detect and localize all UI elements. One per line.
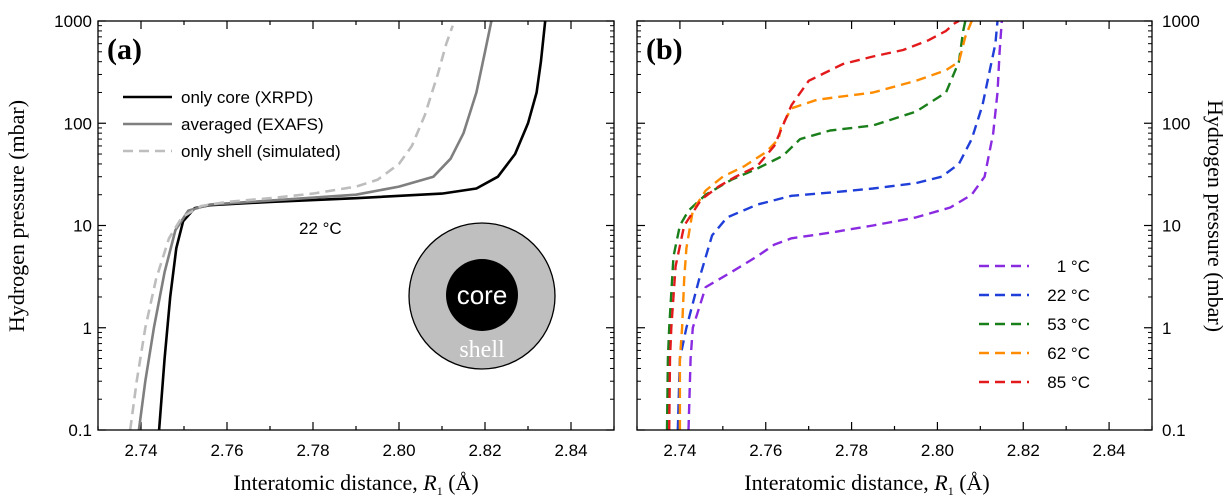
x-tick-label: 2.84	[1093, 441, 1126, 460]
legend-label-1c: 1 °C	[1057, 257, 1090, 276]
panel-b-label: (b)	[646, 33, 683, 66]
y-tick-label: 1	[1162, 319, 1171, 338]
series-line-1	[687, 20, 1003, 431]
series-line-2	[137, 20, 493, 431]
panel-a-ticks	[97, 20, 615, 431]
panel-b-legend: 1 °C 22 °C 53 °C 62 °C 85 °C	[979, 257, 1090, 392]
y-tick-label: 1000	[54, 12, 92, 31]
y-tick-label: 0.1	[68, 421, 92, 440]
panel-a-legend: only core (XRPD) averaged (EXAFS) only s…	[123, 88, 341, 161]
series-line-3	[665, 20, 967, 431]
legend-label-only-core: only core (XRPD)	[181, 88, 313, 107]
series-line-5	[668, 19, 960, 431]
xlabel-b: Interatomic distance, R1 (Å)	[744, 470, 989, 498]
x-tick-label: 2.84	[554, 441, 587, 460]
panel-b-frame	[636, 20, 1153, 431]
y-tick-label: 100	[1162, 114, 1190, 133]
x-tick-label: 2.74	[663, 441, 696, 460]
ylabel-a: Hydrogen pressure (mbar)	[4, 100, 29, 332]
y-tick-label: 1000	[1162, 12, 1200, 31]
legend-label-53c: 53 °C	[1047, 315, 1090, 334]
legend-label-averaged: averaged (EXAFS)	[181, 115, 324, 134]
x-tick-label: 2.74	[124, 441, 157, 460]
temperature-annotation: 22 °C	[299, 219, 342, 238]
legend-label-85c: 85 °C	[1047, 373, 1090, 392]
series-line-3	[128, 25, 454, 431]
panel-a-xtick-labels: 2.74 2.76 2.78 2.80 2.82 2.84	[124, 441, 587, 460]
panel-b: 2.74 2.76 2.78 2.80 2.82 2.84 0.1 1 10 100 1000 (…	[636, 12, 1200, 460]
series-line-1	[157, 20, 547, 431]
y-tick-label: 100	[64, 114, 92, 133]
core-label: core	[457, 280, 508, 310]
series-line-4	[678, 20, 973, 430]
x-tick-label: 2.80	[382, 441, 415, 460]
legend-label-22c: 22 °C	[1047, 286, 1090, 305]
panel-b-ytick-labels: 0.1 1 10 100 1000	[1162, 12, 1200, 440]
shell-label: shell	[459, 337, 505, 363]
x-tick-label: 2.78	[835, 441, 868, 460]
x-tick-label: 2.78	[296, 441, 329, 460]
legend-label-only-shell: only shell (simulated)	[181, 142, 341, 161]
core-circle	[446, 259, 518, 331]
xlabel-a: Interatomic distance, R1 (Å)	[233, 470, 478, 498]
panel-a-curves	[128, 20, 547, 431]
x-tick-label: 2.76	[749, 441, 782, 460]
panel-a-frame	[97, 20, 615, 431]
y-tick-label: 0.1	[1162, 421, 1186, 440]
x-tick-label: 2.82	[468, 441, 501, 460]
ylabel-b: Hydrogen pressure (mbar)	[1203, 100, 1223, 332]
panel-b-xtick-labels: 2.74 2.76 2.78 2.80 2.82 2.84	[663, 441, 1125, 460]
y-tick-label: 10	[73, 217, 92, 236]
legend-label-62c: 62 °C	[1047, 344, 1090, 363]
panel-a-label: (a)	[107, 33, 142, 66]
panel-b-ticks	[636, 20, 1153, 431]
panel-a: 2.74 2.76 2.78 2.80 2.82 2.84 0.1 1 10 100 1000 (…	[54, 12, 615, 460]
x-tick-label: 2.80	[921, 441, 954, 460]
x-tick-label: 2.76	[210, 441, 243, 460]
x-tick-label: 2.82	[1007, 441, 1040, 460]
y-tick-label: 10	[1162, 217, 1181, 236]
core-shell-inset: core shell	[408, 222, 556, 370]
series-line-2	[676, 20, 999, 431]
panel-b-curves	[665, 19, 1003, 431]
panel-a-ytick-labels: 0.1 1 10 100 1000	[54, 12, 92, 440]
y-tick-label: 1	[83, 319, 92, 338]
